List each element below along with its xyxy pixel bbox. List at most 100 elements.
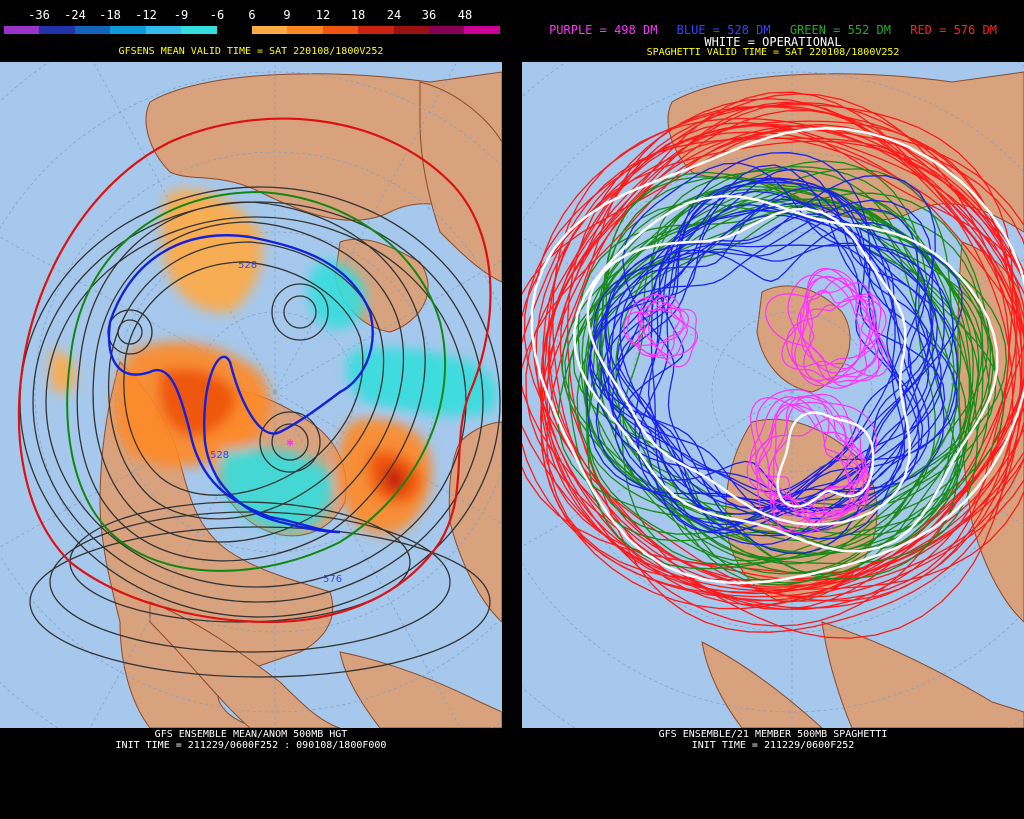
mean-caption-line1: GFS ENSEMBLE MEAN/ANOM 500MB HGT: [154, 729, 348, 740]
spaghetti-caption-line2: INIT TIME = 211229/0600F252: [691, 740, 855, 751]
land-masses: [667, 71, 1024, 728]
low-center-marker: ✱: [286, 435, 293, 449]
africa-land: [448, 421, 502, 623]
south-america-land: [339, 651, 502, 728]
spaghetti-line: [593, 214, 946, 540]
legend-swatch: [464, 26, 500, 34]
spaghetti-line: [586, 207, 911, 526]
legend-swatch: [181, 26, 217, 34]
spaghetti-line: [773, 393, 854, 532]
spaghetti-line: [637, 293, 688, 359]
contour-528-blue: [107, 234, 374, 534]
spaghetti-line: [548, 125, 1024, 588]
spaghetti-line: [572, 194, 999, 553]
legend-label: -9: [173, 8, 189, 22]
legend-label: -24: [64, 8, 86, 22]
spaghetti-line: [525, 103, 1014, 610]
spaghetti-line: [615, 165, 936, 566]
spaghetti-line: [640, 309, 699, 368]
spaghetti-line: [637, 294, 682, 357]
spaghetti-line: [616, 181, 920, 535]
ensemble-mean-panel: -36 -24 -18 -12 -9 -6 6 9 12 18 24 36 48…: [0, 0, 502, 819]
spaghetti-line: [776, 411, 875, 508]
spaghetti-line: [755, 388, 869, 515]
spaghetti-line: [595, 186, 934, 515]
spaghetti-line: [539, 109, 1024, 575]
legend-label: -18: [99, 8, 121, 22]
spaghetti-498-purple-lines: [623, 267, 890, 534]
spaghetti-line: [786, 293, 882, 382]
legend-green: GREEN = 552 DM: [789, 23, 891, 37]
spaghetti-valid-time-title: SPAGHETTI VALID TIME = SAT 220108/1800V2…: [646, 47, 900, 58]
spaghetti-line: [769, 395, 864, 525]
spaghetti-line: [626, 297, 690, 346]
spaghetti-line: [576, 187, 971, 565]
legend-swatch: [322, 26, 359, 34]
spaghetti-line: [522, 137, 1024, 581]
legend-swatch: [74, 26, 111, 34]
contour-552-green: [66, 190, 447, 572]
legend-swatch: [216, 26, 252, 34]
legend-white-operational: WHITE = OPERATIONAL: [704, 35, 842, 49]
legend-swatch: [145, 26, 182, 34]
spaghetti-line: [767, 396, 878, 517]
legend-label: 12: [315, 8, 331, 22]
mean-caption-line2: INIT TIME = 211229/0600F252 : 090108/180…: [115, 740, 387, 751]
spaghetti-color-legend: PURPLE = 498 DM BLUE = 528 DM GREEN = 55…: [522, 24, 1024, 37]
spaghetti-line: [787, 274, 862, 370]
mean-valid-time-title: GFSENS MEAN VALID TIME = SAT 220108/1800…: [118, 46, 384, 57]
legend-label: -36: [28, 8, 50, 22]
contour-576-red: [17, 117, 492, 624]
legend-swatch: [39, 26, 75, 34]
contour-label: 528: [210, 450, 229, 461]
spaghetti-line: [606, 174, 936, 533]
legend-label: 6: [248, 8, 256, 22]
spaghetti-line: [530, 127, 1024, 585]
legend-blue: BLUE = 528 DM: [676, 23, 771, 37]
spaghetti-line: [646, 300, 697, 357]
spaghetti-line: [559, 91, 1022, 633]
spaghetti-line: [623, 303, 684, 356]
spaghetti-line: [801, 282, 880, 383]
legend-label: 18: [350, 8, 366, 22]
contour-label: 576: [323, 574, 342, 585]
legend-label: 48: [457, 8, 473, 22]
legend-label: -12: [135, 8, 157, 22]
spaghetti-line: [572, 198, 980, 560]
legend-purple: PURPLE = 498 DM: [549, 23, 658, 37]
spaghetti-line: [754, 415, 870, 533]
spaghetti-panel: PURPLE = 498 DM BLUE = 528 DM GREEN = 55…: [522, 0, 1024, 819]
legend-color-bar: [4, 26, 500, 34]
spaghetti-line: [561, 188, 972, 552]
spaghetti-line: [586, 199, 943, 510]
legend-label: 36: [421, 8, 437, 22]
asia-land: [145, 71, 502, 233]
spaghetti-line: [619, 207, 930, 509]
spaghetti-line: [781, 277, 871, 381]
spaghetti-line: [600, 213, 963, 514]
legend-label: 24: [386, 8, 402, 22]
anomaly-color-legend: -36 -24 -18 -12 -9 -6 6 9 12 18 24 36 48: [4, 8, 500, 34]
spaghetti-line: [605, 243, 930, 509]
spaghetti-line: [594, 160, 961, 584]
spaghetti-map: [522, 62, 1024, 728]
legend-label: 9: [283, 8, 291, 22]
spaghetti-line: [552, 117, 1024, 586]
spaghetti-caption-line1: GFS ENSEMBLE/21 MEMBER 500MB SPAGHETTI: [658, 729, 888, 740]
legend-swatch: [429, 26, 465, 34]
spaghetti-line: [765, 289, 877, 367]
central-america-land: [149, 601, 341, 728]
spaghetti-line: [577, 204, 984, 542]
asia-land: [667, 71, 1024, 233]
spaghetti-line: [746, 403, 870, 519]
legend-swatch: [358, 26, 394, 34]
spaghetti-line: [647, 164, 924, 537]
legend-labels: -36 -24 -18 -12 -9 -6 6 9 12 18 24 36 48: [4, 8, 500, 22]
spaghetti-line: [535, 93, 1010, 627]
spaghetti-operational-white-lines: [530, 127, 1024, 585]
legend-label: -6: [209, 8, 225, 22]
legend-swatch: [110, 26, 146, 34]
contour-label: 528: [238, 260, 257, 271]
spaghetti-line: [794, 294, 887, 387]
legend-swatch: [4, 26, 40, 34]
